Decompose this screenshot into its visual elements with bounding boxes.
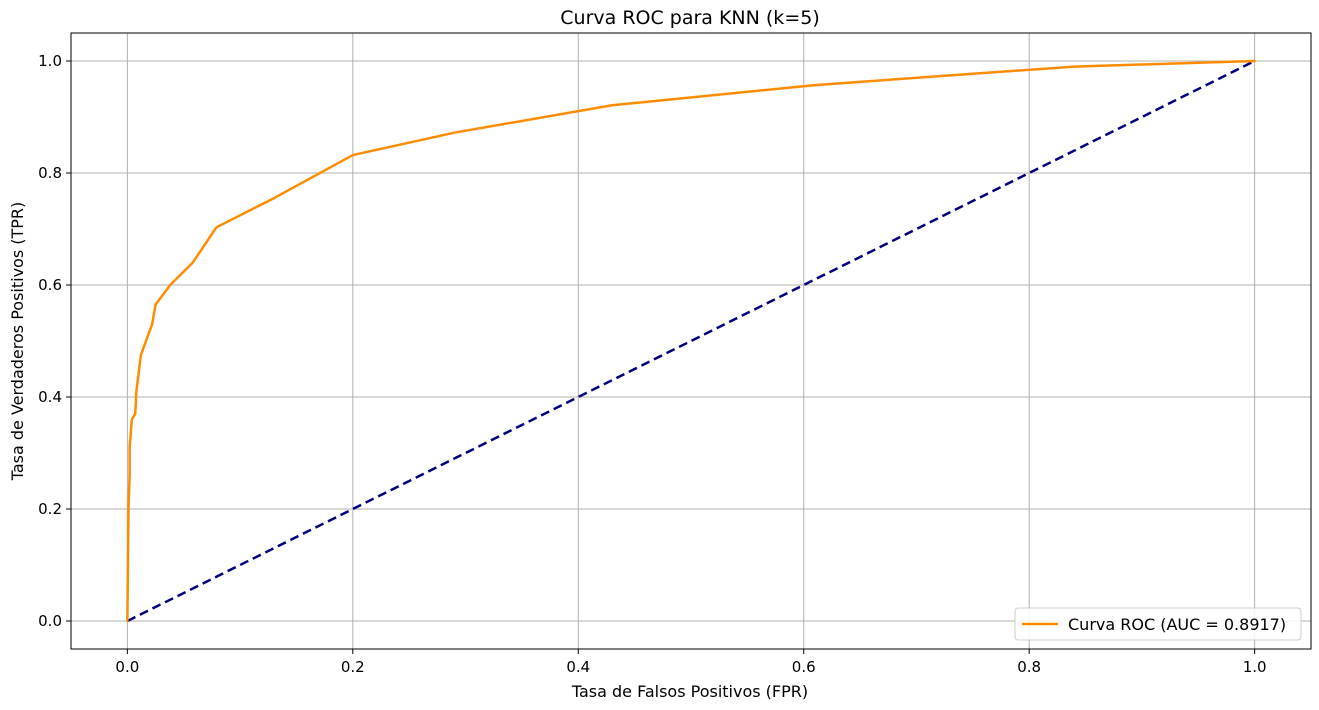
- chart-title: Curva ROC para KNN (k=5): [560, 7, 819, 29]
- x-tick-label: 0.8: [1017, 658, 1041, 676]
- x-tick-label: 1.0: [1243, 658, 1267, 676]
- roc-curve-line: [126, 59, 1256, 623]
- x-tick-label: 0.6: [792, 658, 816, 676]
- legend-label: Curva ROC (AUC = 0.8917): [1068, 615, 1286, 634]
- legend: Curva ROC (AUC = 0.8917): [1014, 607, 1302, 641]
- x-tick-label: 0.0: [115, 658, 139, 676]
- y-tick-label: 1.0: [38, 52, 62, 70]
- y-tick-label: 0.2: [38, 500, 62, 518]
- y-tick-label: 0.4: [38, 388, 62, 406]
- y-tick-label: 0.6: [38, 276, 62, 294]
- plot-frame: [70, 32, 1312, 650]
- ticks: 0.0 0.2 0.4 0.6 0.8 1.0 0.0 0.2 0.4 0.6 0.8 1.0: [38, 52, 1266, 676]
- legend-box: [1014, 607, 1302, 641]
- series-layer: [126, 59, 1256, 623]
- y-tick-label: 0.0: [38, 612, 62, 630]
- x-tick-label: 0.2: [341, 658, 365, 676]
- x-tick-label: 0.4: [566, 658, 590, 676]
- grid: [71, 33, 1311, 649]
- x-axis-label: Tasa de Falsos Positivos (FPR): [571, 682, 808, 701]
- y-tick-label: 0.8: [38, 164, 62, 182]
- y-axis-label: Tasa de Verdaderos Positivos (TPR): [8, 202, 27, 482]
